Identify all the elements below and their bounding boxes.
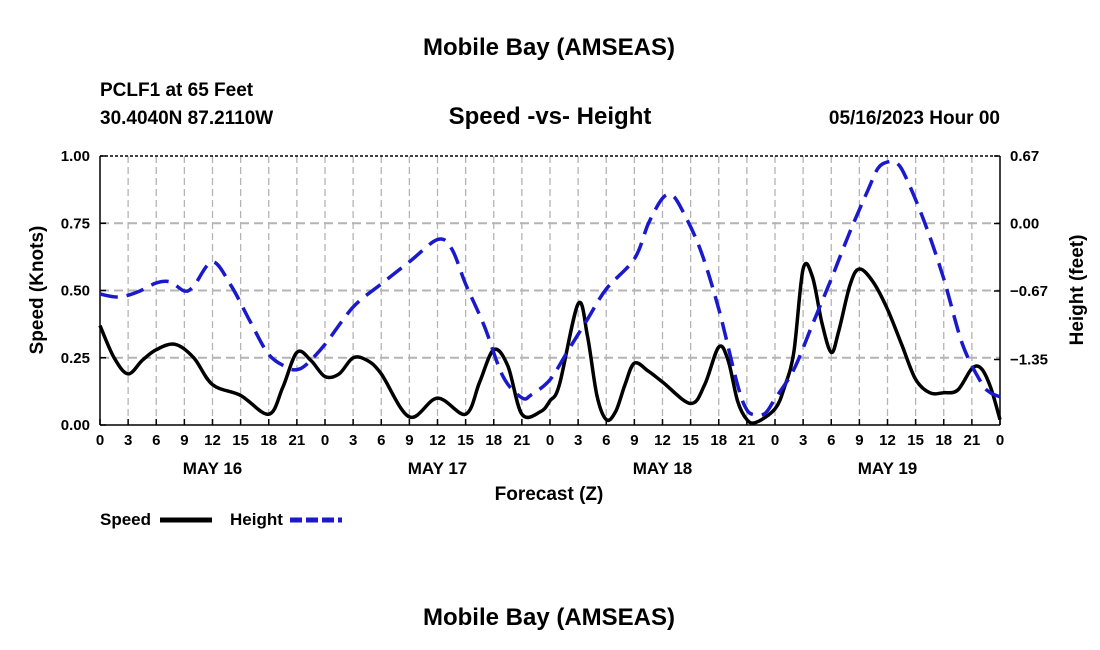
x-tick-label: 3 xyxy=(799,432,807,449)
legend-height-label: Height xyxy=(230,510,283,529)
x-tick-label: 6 xyxy=(602,432,610,449)
x-tick-label: 15 xyxy=(682,432,699,449)
y-tick-label: 0.75 xyxy=(61,215,90,232)
x-tick-label: 21 xyxy=(739,432,756,449)
station-label: PCLF1 at 65 Feet xyxy=(100,80,254,101)
x-tick-label: 12 xyxy=(204,432,221,449)
x-tick-label: 18 xyxy=(710,432,727,449)
series-line-height xyxy=(99,159,1001,417)
y-tick-label: 0.25 xyxy=(61,350,90,367)
day-label: MAY 18 xyxy=(633,459,693,478)
station-coords: 30.4040N 87.2110W xyxy=(100,108,273,129)
x-axis-label: Forecast (Z) xyxy=(495,484,604,505)
axes xyxy=(99,155,1001,426)
y-axis-label: Speed (Knots) xyxy=(27,226,48,355)
footer-title: Mobile Bay (AMSEAS) xyxy=(423,604,675,631)
x-tick-label: 21 xyxy=(514,432,531,449)
y-tick-label: 1.00 xyxy=(61,148,90,165)
x-tick-label: 0 xyxy=(321,432,329,449)
x-tick-label: 12 xyxy=(654,432,671,449)
day-label: MAY 16 xyxy=(183,459,243,478)
tick-labels: 0 3 6 9 12 15 18 21 0 3 6 9 12 15 18 21 0 3 6 9 12 15 18 21 0 3 6 9… xyxy=(61,148,1048,478)
x-tick-label: 0 xyxy=(546,432,554,449)
x-tick-label: 18 xyxy=(935,432,952,449)
x-tick-label: 0 xyxy=(996,432,1004,449)
x-tick-label: 6 xyxy=(152,432,160,449)
legend: Speed Height xyxy=(100,510,342,529)
x-tick-label: 6 xyxy=(377,432,385,449)
x-tick-label: 9 xyxy=(405,432,413,449)
x-tick-label: 9 xyxy=(180,432,188,449)
x-tick-label: 21 xyxy=(964,432,981,449)
series-lines xyxy=(98,159,1002,425)
day-label: MAY 19 xyxy=(858,459,918,478)
legend-speed-label: Speed xyxy=(100,510,151,529)
y2-tick-label: −0.67 xyxy=(1010,283,1048,300)
x-tick-label: 18 xyxy=(260,432,277,449)
y-tick-label: 0.00 xyxy=(61,417,90,434)
x-tick-label: 15 xyxy=(457,432,474,449)
series-line-speed xyxy=(98,261,1002,425)
x-tick-label: 3 xyxy=(349,432,357,449)
x-tick-label: 12 xyxy=(879,432,896,449)
x-tick-label: 15 xyxy=(232,432,249,449)
chart-title: Mobile Bay (AMSEAS) xyxy=(423,34,675,61)
y2-axis-label: Height (feet) xyxy=(1067,235,1088,346)
x-tick-label: 6 xyxy=(827,432,835,449)
x-tick-label: 21 xyxy=(289,432,306,449)
y2-tick-label: 0.00 xyxy=(1010,216,1039,233)
x-tick-label: 15 xyxy=(907,432,924,449)
y2-tick-label: 0.67 xyxy=(1010,148,1039,165)
x-tick-label: 18 xyxy=(485,432,502,449)
x-tick-label: 9 xyxy=(630,432,638,449)
x-tick-label: 0 xyxy=(771,432,779,449)
x-tick-label: 3 xyxy=(124,432,132,449)
y-tick-label: 0.50 xyxy=(61,283,90,300)
x-tick-label: 3 xyxy=(574,432,582,449)
forecast-datetime: 05/16/2023 Hour 00 xyxy=(829,108,1000,129)
x-tick-label: 12 xyxy=(429,432,446,449)
chart-subtitle: Speed -vs- Height xyxy=(449,103,652,130)
day-label: MAY 17 xyxy=(408,459,468,478)
x-tick-label: 9 xyxy=(855,432,863,449)
y2-tick-label: −1.35 xyxy=(1010,352,1048,369)
x-tick-label: 0 xyxy=(96,432,104,449)
